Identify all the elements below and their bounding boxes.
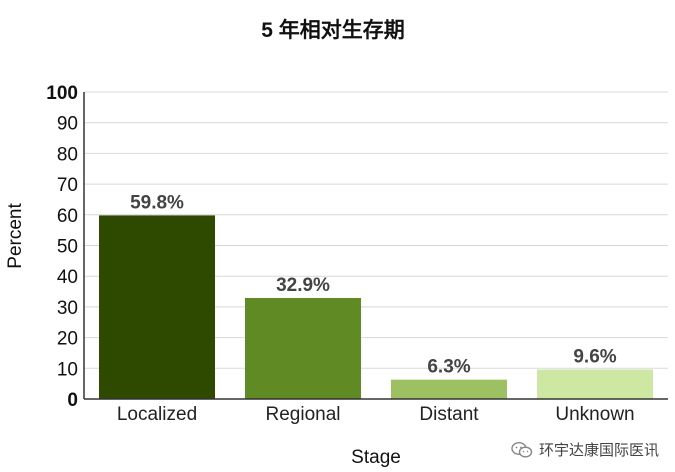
- category-label: Localized: [117, 404, 197, 425]
- y-tick-label: 20: [57, 329, 78, 350]
- y-tick-label: 40: [57, 267, 78, 288]
- bar-unknown: [537, 369, 653, 399]
- data-labels: 59.8% 32.9% 6.3% 9.6%: [130, 192, 617, 377]
- chart-title: 5 年相对生存期: [261, 18, 405, 42]
- category-label: Unknown: [555, 404, 634, 425]
- bar-regional: [245, 297, 361, 399]
- category-label: Regional: [266, 404, 341, 425]
- y-tick-label: 0: [67, 390, 78, 411]
- data-label: 32.9%: [276, 275, 330, 296]
- y-axis-ticks: 0 10 20 30 40 50 60 70 80 90 100: [46, 83, 78, 411]
- y-tick-label: 70: [57, 175, 78, 196]
- watermark: 环宇达康国际医讯: [511, 439, 659, 460]
- bar-localized: [99, 215, 215, 399]
- data-label: 59.8%: [130, 192, 184, 213]
- y-tick-label: 100: [46, 83, 78, 104]
- wechat-icon: [511, 441, 533, 458]
- x-axis-label: Stage: [351, 447, 401, 468]
- y-tick-label: 80: [57, 144, 78, 165]
- x-axis-ticks: Localized Regional Distant Unknown: [117, 404, 635, 425]
- watermark-text: 环宇达康国际医讯: [538, 442, 659, 459]
- y-axis-label: Percent: [5, 203, 26, 269]
- category-label: Distant: [419, 404, 479, 425]
- y-tick-label: 30: [57, 298, 78, 319]
- y-tick-label: 90: [57, 114, 78, 135]
- bars: [99, 215, 653, 399]
- data-label: 9.6%: [573, 347, 616, 368]
- bar-distant: [391, 379, 507, 399]
- y-tick-label: 60: [57, 206, 78, 227]
- y-tick-label: 50: [57, 237, 78, 258]
- y-tick-label: 10: [57, 359, 78, 380]
- data-label: 6.3%: [427, 357, 470, 378]
